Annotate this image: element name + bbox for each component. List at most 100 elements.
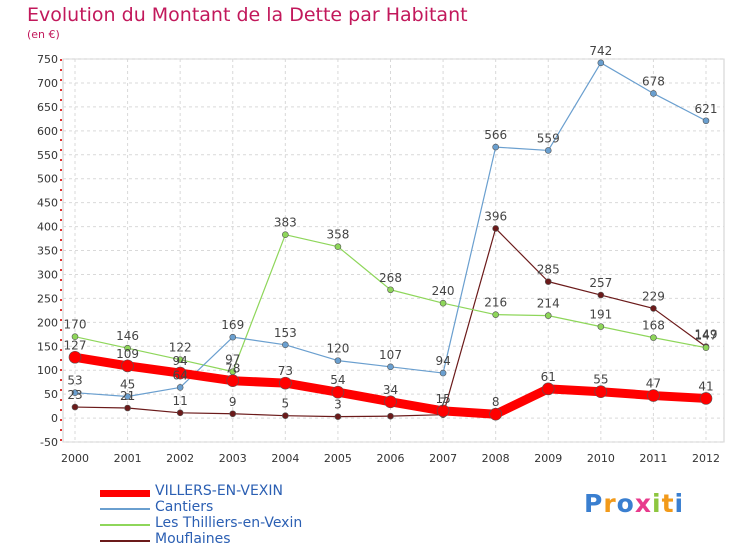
x-tick-label: 2009 (534, 452, 562, 465)
legend-item-thilliers: Les Thilliers-en-Vexin (100, 515, 500, 533)
grid (62, 58, 725, 443)
data-label-cantiers: 94 (435, 354, 450, 368)
data-point-cantiers (71, 389, 79, 396)
x-tick-label: 2011 (639, 452, 667, 465)
x-tick-label: 2007 (429, 452, 457, 465)
y-tick-label: 50 (44, 388, 58, 401)
legend-item-mouflaines: Mouflaines (100, 531, 500, 549)
data-label-mouflaines: 11 (173, 394, 188, 408)
data-point-villers-en-vexin (489, 407, 502, 421)
data-point-les-thilliers-en-vexin (650, 334, 657, 341)
x-tick-label: 2004 (271, 452, 299, 465)
y-tick-label: 700 (37, 77, 58, 90)
data-point-les-thilliers-en-vexin (124, 344, 131, 352)
data-label-cantiers: 566 (484, 128, 507, 142)
data-point-mouflaines (71, 403, 79, 411)
data-point-cantiers (492, 143, 499, 151)
data-point-villers-en-vexin (541, 382, 555, 396)
data-label-villers-en-vexin: 15 (435, 392, 450, 406)
data-label-cantiers: 107 (379, 348, 402, 362)
data-label-cantiers: 621 (695, 102, 718, 116)
data-point-cantiers (387, 363, 394, 371)
y-tick-label: 600 (37, 125, 58, 138)
data-point-villers-en-vexin (279, 376, 292, 390)
legend-item-cantiers: Cantiers (100, 499, 500, 517)
legend-swatch-cantiers (100, 508, 150, 510)
legend-swatch-villers (100, 490, 150, 497)
y-tick-label: 200 (37, 316, 58, 329)
data-label-villers-en-vexin: 55 (593, 373, 608, 387)
y-tick-label: 450 (37, 197, 58, 210)
axes: -50 0 50 100 150 200 250 300 350 400 450 500 550 600 6… (37, 53, 720, 465)
logo-letter: i (674, 489, 685, 518)
legend-swatch-mouflaines (100, 540, 150, 542)
x-tick-label: 2005 (324, 452, 352, 465)
data-point-mouflaines (597, 291, 605, 299)
data-point-les-thilliers-en-vexin (597, 323, 605, 330)
legend-label-thilliers: Les Thilliers-en-Vexin (155, 515, 303, 531)
data-label-les-thilliers-en-vexin: 97 (225, 353, 240, 367)
data-label-cantiers: 559 (537, 131, 560, 145)
data-label-cantiers: 742 (589, 44, 612, 58)
data-point-les-thilliers-en-vexin (387, 286, 394, 294)
chart-title: Evolution du Montant de la Dette par Hab… (27, 4, 468, 26)
data-point-les-thilliers-en-vexin (176, 356, 184, 363)
data-label-les-thilliers-en-vexin: 358 (326, 228, 349, 242)
y-tick-label: -50 (40, 436, 58, 449)
legend-swatch-thilliers (100, 524, 150, 526)
x-tick-label: 2012 (692, 452, 720, 465)
data-point-mouflaines (124, 404, 131, 412)
data-point-villers-en-vexin (594, 385, 608, 399)
data-label-les-thilliers-en-vexin: 147 (695, 329, 718, 343)
data-point-les-thilliers-en-vexin (282, 231, 289, 239)
y-tick-label: 750 (37, 53, 58, 66)
data-point-mouflaines (492, 225, 499, 232)
data-point-cantiers (176, 384, 184, 391)
data-label-villers-en-vexin: 34 (383, 383, 398, 397)
data-label-cantiers: 153 (274, 326, 297, 340)
data-label-les-thilliers-en-vexin: 214 (537, 297, 560, 311)
data-label-mouflaines: 257 (589, 276, 612, 290)
data-point-villers-en-vexin (121, 359, 134, 373)
data-point-les-thilliers-en-vexin (544, 312, 552, 319)
data-label-mouflaines: 9 (229, 395, 237, 409)
y-tick-label: 550 (37, 149, 58, 162)
data-point-cantiers (702, 117, 710, 125)
y-tick-label: 150 (37, 340, 58, 353)
y-tick-label: 100 (37, 364, 58, 377)
data-point-mouflaines (387, 412, 394, 420)
data-label-les-thilliers-en-vexin: 240 (432, 284, 455, 298)
data-point-mouflaines (334, 413, 342, 420)
data-point-cantiers (597, 59, 605, 67)
data-label-mouflaines: 149 (695, 328, 718, 342)
data-point-mouflaines (282, 412, 289, 419)
data-labels: 23 21 11 9 5 3 7396285257229149170146122973833… (64, 44, 718, 412)
data-label-villers-en-vexin: 94 (173, 354, 188, 368)
data-point-les-thilliers-en-vexin (702, 344, 710, 351)
data-point-villers-en-vexin (331, 385, 345, 399)
legend-label-mouflaines: Mouflaines (155, 531, 231, 547)
logo-letter: x (634, 489, 652, 518)
data-point-villers-en-vexin (436, 404, 450, 418)
series-lines (68, 59, 713, 421)
data-label-les-thilliers-en-vexin: 146 (116, 329, 139, 343)
data-label-cantiers: 64 (173, 368, 188, 382)
x-tick-label: 2001 (114, 452, 142, 465)
x-tick-label: 2002 (166, 452, 194, 465)
data-point-mouflaines (229, 410, 237, 418)
data-point-villers-en-vexin (699, 392, 713, 405)
y-tick-label: 500 (37, 173, 58, 186)
data-point-cantiers (544, 147, 552, 154)
data-label-mouflaines: 23 (67, 388, 82, 402)
data-label-les-thilliers-en-vexin: 383 (274, 216, 297, 230)
y-tick-label: 400 (37, 221, 58, 234)
y-tick-label: 300 (37, 268, 58, 281)
data-label-mouflaines: 285 (537, 263, 560, 277)
data-label-mouflaines: 21 (120, 389, 135, 403)
data-label-mouflaines: 229 (642, 289, 665, 303)
data-point-villers-en-vexin (384, 395, 397, 409)
data-point-mouflaines (650, 305, 657, 312)
data-label-les-thilliers-en-vexin: 168 (642, 319, 665, 333)
data-point-les-thilliers-en-vexin (334, 243, 342, 250)
